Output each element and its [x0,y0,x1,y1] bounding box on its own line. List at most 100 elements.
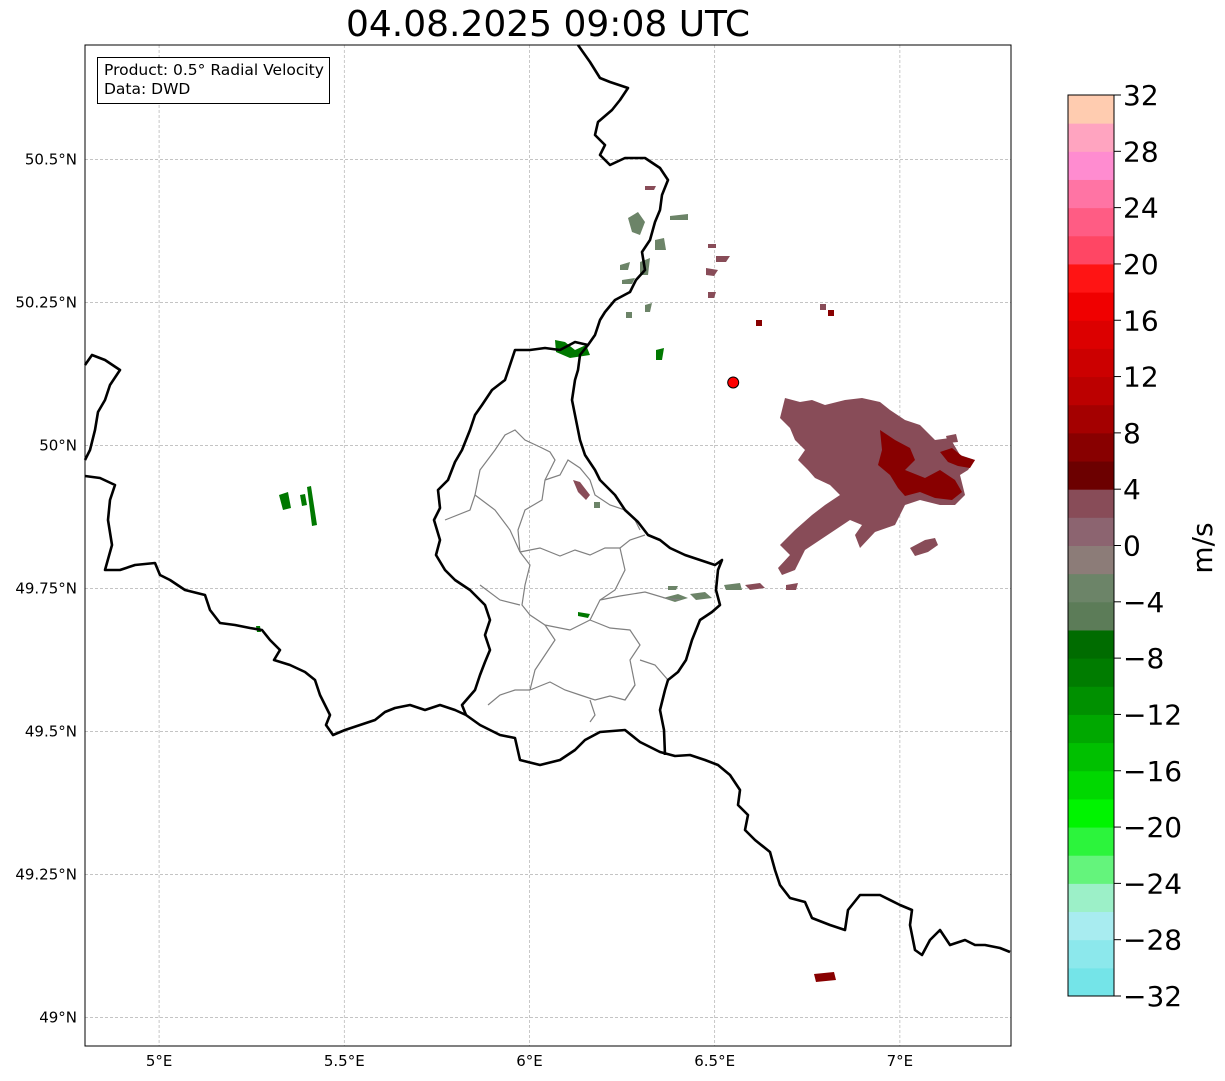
colorbar-segment [1068,489,1114,518]
colorbar-segment [1068,461,1114,490]
colorbar-tick-label: −28 [1123,924,1182,957]
colorbar-tick-label: 20 [1123,248,1159,281]
product-label: Product: 0.5° Radial Velocity [104,61,324,79]
border-france-north [465,713,1011,957]
colorbar-segment [1068,714,1114,744]
map-frame [84,44,1012,1047]
colorbar-segment [1068,404,1114,434]
colorbar-segment [1068,798,1114,828]
receding-echo-strong-2 [940,448,975,468]
receding-echo-small-6 [708,292,716,298]
colorbar-segment [1068,517,1114,546]
colorbar-tick-label: −12 [1123,698,1182,731]
approaching-echo-small-1 [645,303,652,312]
lat-tick-label: 50°N [39,436,77,454]
approaching-echo-north-6 [670,214,688,220]
colorbar-segment [1068,827,1114,856]
lat-tick-label: 50.5°N [25,150,77,168]
receding-echo-far-south [814,972,836,982]
lon-tick-label: 5°E [146,1052,173,1070]
approaching-echo-border-2 [656,348,664,360]
receding-echo-small-10 [820,304,826,310]
colorbar-tick-label: −16 [1123,755,1182,788]
receding-echo-small-9 [828,310,834,316]
lon-tick-label: 6°E [516,1052,543,1070]
lat-tick-label: 49.75°N [15,579,77,597]
colorbar-segment [1068,883,1114,913]
approaching-echo-west-3 [307,486,317,526]
colorbar-segment [1068,432,1114,462]
lon-tick-label: 6.5°E [694,1052,735,1070]
colorbar-tick-label: −32 [1123,980,1182,1013]
colorbar-tick-label: 16 [1123,304,1159,337]
colorbar-segment [1068,376,1114,406]
approaching-echo-west-2 [300,494,307,506]
receding-echo-strong-core [878,430,962,500]
colorbar-tick-label: 0 [1123,530,1141,563]
latitude-tick-labels: 49°N 49.25°N 49.5°N 49.75°N 50°N 50.25°N 50.5°… [15,150,77,1026]
receding-echo-small-5 [716,256,730,262]
radar-site-marker [727,376,740,389]
velocity-echoes [256,186,975,982]
receding-echo-small-2 [745,583,765,590]
approaching-echo-small-3 [594,502,600,508]
map-title: 04.08.2025 09:08 UTC [345,4,751,45]
map-gridlines [85,45,1011,1046]
lat-tick-label: 49°N [39,1008,77,1026]
product-info-box: Product: 0.5° Radial Velocity Data: DWD [97,57,330,104]
receding-echo-small-4 [706,268,718,276]
colorbar-tick-label: −4 [1123,586,1164,619]
receding-echo-small-3 [786,583,798,590]
colorbar-tick-label: 28 [1123,135,1159,168]
border-belgium-germany [570,44,724,756]
colorbar-tick-label: −20 [1123,811,1182,844]
colorbar-segment [1068,629,1114,659]
approaching-echo-east-3 [724,583,742,590]
receding-echo-small-11 [573,480,590,500]
colorbar-segment [1068,151,1114,180]
colorbar-segment [1068,207,1114,237]
lat-tick-label: 49.5°N [25,722,77,740]
approaching-echo-east-2 [690,592,712,600]
colorbar-tick-label: 8 [1123,417,1141,450]
border-belgium-france [84,474,467,737]
colorbar-segment [1068,939,1114,969]
colorbar-segment [1068,573,1114,603]
border-luxembourg-belgium [432,340,589,716]
receding-echo-small-7 [645,186,656,190]
receding-echo-small-12 [756,320,762,326]
colorbar-tick-label: 24 [1123,192,1159,225]
colorbar-segment [1068,686,1114,715]
colorbar-segment [1068,123,1114,152]
colorbar-tick-label: 32 [1123,79,1159,112]
colorbar-segment [1068,292,1114,321]
approaching-echo-west-1 [279,492,291,510]
approaching-echo-border-3 [578,612,590,618]
colorbar-segment [1068,95,1114,124]
longitude-tick-labels: 5°E 5.5°E 6°E 6.5°E 7°E [146,1052,913,1070]
colorbar-segment [1068,967,1114,997]
colorbar-segment [1068,235,1114,265]
colorbar-tick-label: −24 [1123,867,1182,900]
colorbar-segment [1068,263,1114,293]
lon-tick-label: 7°E [887,1052,914,1070]
data-source-label: Data: DWD [104,80,191,98]
colorbar-segment [1068,658,1114,687]
approaching-echo-north-4 [622,278,635,284]
colorbar-segment [1068,770,1114,800]
lon-tick-label: 5.5°E [324,1052,365,1070]
colorbar-segment [1068,545,1114,575]
colorbar-unit-label: m/s [1186,522,1219,573]
lat-tick-label: 49.25°N [15,865,77,883]
approaching-echo-north-1 [628,212,645,235]
colorbar-segment [1068,348,1114,378]
colorbar-tick-label: −8 [1123,642,1164,675]
colorbar-segment [1068,601,1114,631]
colorbar-tick-label: 12 [1123,361,1159,394]
colorbar-segment [1068,320,1114,349]
colorbar-segment [1068,179,1114,209]
receding-echo-cluster [778,398,975,575]
colorbar-tick-label: 4 [1123,473,1141,506]
colorbar [1068,95,1114,997]
